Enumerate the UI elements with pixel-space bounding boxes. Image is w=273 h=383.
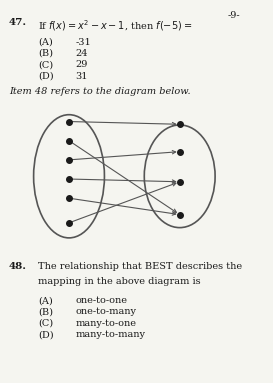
Text: (B): (B) bbox=[38, 308, 53, 316]
Text: 31: 31 bbox=[75, 72, 88, 81]
Text: -9-: -9- bbox=[227, 11, 240, 20]
Text: (D): (D) bbox=[38, 330, 54, 339]
Text: mapping in the above diagram is: mapping in the above diagram is bbox=[38, 277, 201, 286]
Text: 29: 29 bbox=[75, 61, 88, 69]
Text: -31: -31 bbox=[75, 38, 91, 46]
Text: (C): (C) bbox=[38, 319, 54, 328]
Text: (C): (C) bbox=[38, 61, 54, 69]
Text: 48.: 48. bbox=[9, 262, 27, 271]
Text: one-to-one: one-to-one bbox=[75, 296, 127, 305]
Text: (B): (B) bbox=[38, 49, 53, 58]
Text: 24: 24 bbox=[75, 49, 88, 58]
Text: one-to-many: one-to-many bbox=[75, 308, 136, 316]
Text: (D): (D) bbox=[38, 72, 54, 81]
Text: many-to-many: many-to-many bbox=[75, 330, 145, 339]
Text: (A): (A) bbox=[38, 296, 53, 305]
Text: 47.: 47. bbox=[9, 18, 27, 28]
Text: Item 48 refers to the diagram below.: Item 48 refers to the diagram below. bbox=[9, 87, 190, 96]
Text: many-to-one: many-to-one bbox=[75, 319, 136, 328]
Text: If $f(x)=x^2-x-1$, then $f(-5)=$: If $f(x)=x^2-x-1$, then $f(-5)=$ bbox=[38, 18, 192, 33]
Text: The relationship that BEST describes the: The relationship that BEST describes the bbox=[38, 262, 242, 271]
Text: (A): (A) bbox=[38, 38, 53, 46]
